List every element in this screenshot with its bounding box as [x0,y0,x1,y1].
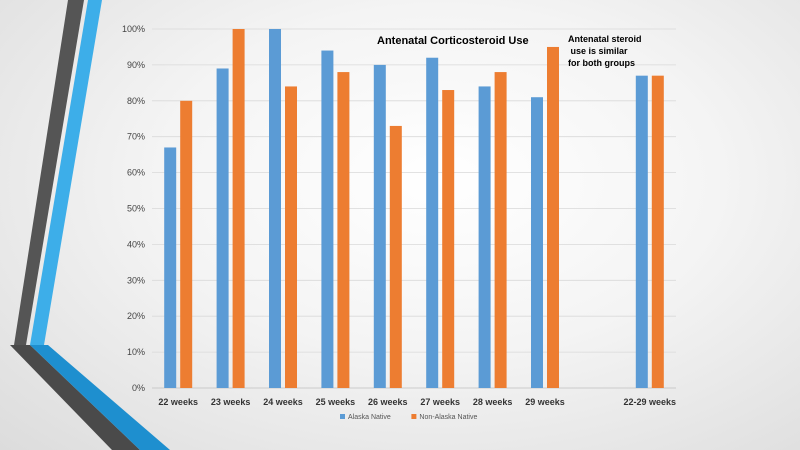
y-tick-label: 60% [127,168,145,178]
blue-lower-stripe [30,345,170,450]
x-category-label: 28 weeks [473,397,513,407]
x-category-label: 24 weeks [263,397,303,407]
blue-stripe [30,0,102,345]
bar-non-alaska-native [651,75,664,389]
y-tick-label: 70% [127,132,145,142]
y-tick-label: 50% [127,204,145,214]
x-category-label: 22 weeks [158,397,198,407]
x-category-label: 27 weeks [420,397,460,407]
bar-non-alaska-native [442,90,455,388]
y-tick-label: 90% [127,60,145,70]
bar-non-alaska-native [337,72,350,388]
bar-non-alaska-native [180,100,193,389]
bar-non-alaska-native [547,46,559,388]
bar-non-alaska-native [285,86,297,388]
x-category-label: 25 weeks [316,397,356,407]
bar-alaska-native [478,86,491,388]
bar-alaska-native [321,50,334,388]
bar-non-alaska-native [389,125,402,389]
x-category-label: 29 weeks [525,397,565,407]
bar-non-alaska-native [494,72,507,388]
bar-alaska-native [269,29,281,388]
x-category-label: 23 weeks [211,397,251,407]
dark-gray-lower-stripe [10,345,140,450]
x-category-label: 22-29 weeks [624,397,677,407]
y-tick-label: 20% [127,311,145,321]
bar-alaska-native [531,97,543,389]
y-tick-label: 40% [127,239,145,249]
y-tick-label: 30% [127,275,145,285]
annotation-note: Antenatal steroid use is similar for bot… [568,34,642,68]
bar-alaska-native [635,75,648,389]
legend-label: Alaska Native [348,414,391,421]
bar-alaska-native [373,64,386,389]
legend-swatch [411,414,417,419]
dark-gray-stripe [14,0,84,345]
bar-alaska-native [164,147,177,388]
bar-alaska-native [426,57,439,388]
bar-alaska-native [216,68,229,389]
legend-label: Non-Alaska Native [419,414,477,421]
legend-swatch [340,414,345,419]
y-tick-label: 100% [122,24,145,34]
bar-non-alaska-native [232,29,245,388]
y-tick-label: 10% [127,347,145,357]
x-category-label: 26 weeks [368,397,408,407]
y-tick-label: 0% [132,383,145,393]
y-tick-label: 80% [127,96,145,106]
chart-title: Antenatal Corticosteroid Use [377,35,529,47]
